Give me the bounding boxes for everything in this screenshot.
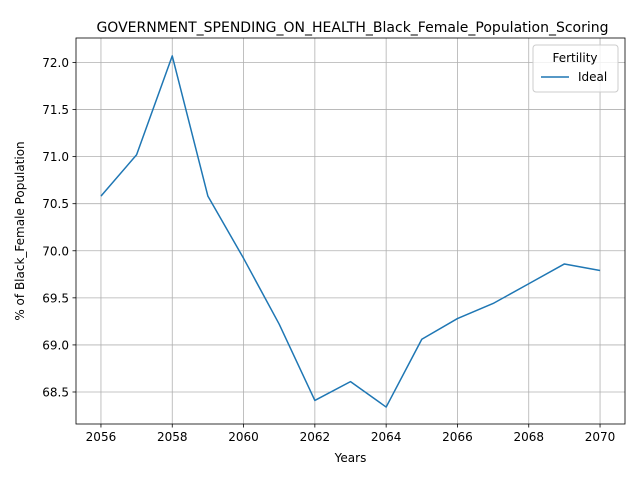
y-tick-label: 69.5: [42, 291, 69, 305]
y-tick-label: 68.5: [42, 385, 69, 399]
x-tick-label: 2062: [300, 430, 331, 444]
x-tick-label: 2060: [228, 430, 259, 444]
x-tick-label: 2058: [157, 430, 188, 444]
y-tick-label: 71.5: [42, 103, 69, 117]
x-tick-label: 2070: [585, 430, 616, 444]
plot-frame: [75, 37, 626, 425]
legend: Fertility Ideal: [532, 44, 619, 93]
y-axis-label: % of Black_Female Population: [13, 141, 27, 320]
x-tick-label: 2064: [371, 430, 402, 444]
legend-title: Fertility: [552, 51, 597, 65]
grid-lines: [76, 38, 625, 424]
legend-box: [532, 44, 619, 93]
x-axis-ticks: 2056 2058 2060 2062 2064 2066 2068 2070: [86, 424, 616, 444]
x-tick-label: 2066: [442, 430, 473, 444]
legend-entry-label: Ideal: [578, 70, 607, 84]
y-tick-label: 69.0: [42, 338, 69, 352]
series-lines: [100, 55, 601, 408]
y-tick-label: 71.0: [42, 150, 69, 164]
y-tick-label: 70.0: [42, 244, 69, 258]
x-tick-label: 2068: [513, 430, 544, 444]
y-axis-ticks: 68.5 69.0 69.5 70.0 70.5 71.0 71.5 72.0: [42, 56, 76, 399]
x-axis-label: Years: [334, 451, 367, 465]
y-tick-label: 70.5: [42, 197, 69, 211]
x-tick-label: 2056: [86, 430, 117, 444]
chart-title: GOVERNMENT_SPENDING_ON_HEALTH_Black_Fema…: [96, 20, 608, 36]
y-tick-label: 72.0: [42, 56, 69, 70]
series-line-ideal: [100, 55, 601, 408]
